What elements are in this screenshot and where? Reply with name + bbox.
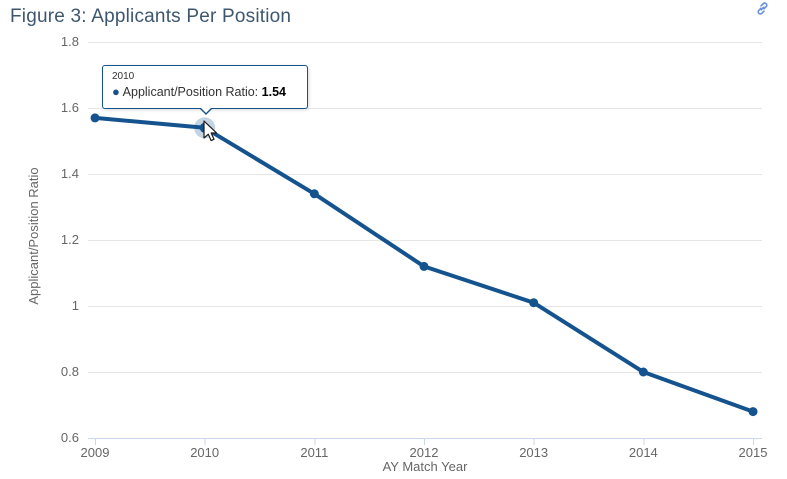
tooltip: 2010 ● Applicant/Position Ratio: 1.54	[102, 65, 308, 115]
svg-text:0.6: 0.6	[61, 430, 79, 445]
svg-text:2012: 2012	[410, 445, 439, 460]
svg-text:AY Match Year: AY Match Year	[383, 459, 468, 474]
data-point-2013	[529, 298, 539, 308]
svg-text:2015: 2015	[739, 445, 768, 460]
data-point-2015	[748, 407, 758, 417]
svg-text:0.8: 0.8	[61, 364, 79, 379]
svg-text:1.6: 1.6	[61, 100, 79, 115]
data-point-2012	[419, 261, 429, 271]
svg-text:2009: 2009	[81, 445, 110, 460]
tooltip-label: Applicant/Position Ratio:	[122, 85, 259, 99]
data-point-2009	[90, 113, 100, 123]
svg-text:1.4: 1.4	[61, 166, 79, 181]
x-axis: 2009 2010 2011 2012 2013 2014 2015	[81, 438, 768, 460]
data-point-2011	[309, 189, 319, 199]
series-markers[interactable]	[90, 113, 758, 417]
svg-text:Applicant/Position Ratio: Applicant/Position Ratio	[26, 167, 41, 304]
anchor-link-icon[interactable]	[755, 1, 771, 17]
axis-titles: Applicant/Position Ratio AY Match Year	[26, 167, 468, 474]
y-axis-labels: 0.6 0.8 1 1.2 1.4 1.6 1.8	[61, 34, 79, 445]
tooltip-year: 2010	[112, 71, 135, 82]
svg-text:2013: 2013	[519, 445, 548, 460]
svg-text:1.8: 1.8	[61, 34, 79, 49]
svg-text:2014: 2014	[629, 445, 658, 460]
svg-text:2011: 2011	[300, 445, 328, 460]
svg-text:1: 1	[72, 298, 79, 313]
data-point-2010	[199, 122, 210, 133]
svg-text:2010: 2010	[190, 445, 219, 460]
circle-marker-icon: ●	[112, 84, 120, 99]
svg-text:1.2: 1.2	[61, 232, 79, 247]
chart-title: Figure 3: Applicants Per Position	[10, 6, 292, 27]
chain-link-glyph	[757, 2, 768, 15]
tooltip-body: ● Applicant/Position Ratio: 1.54	[112, 84, 298, 99]
data-point-2014	[638, 367, 648, 377]
tooltip-value: 1.54	[261, 85, 286, 99]
